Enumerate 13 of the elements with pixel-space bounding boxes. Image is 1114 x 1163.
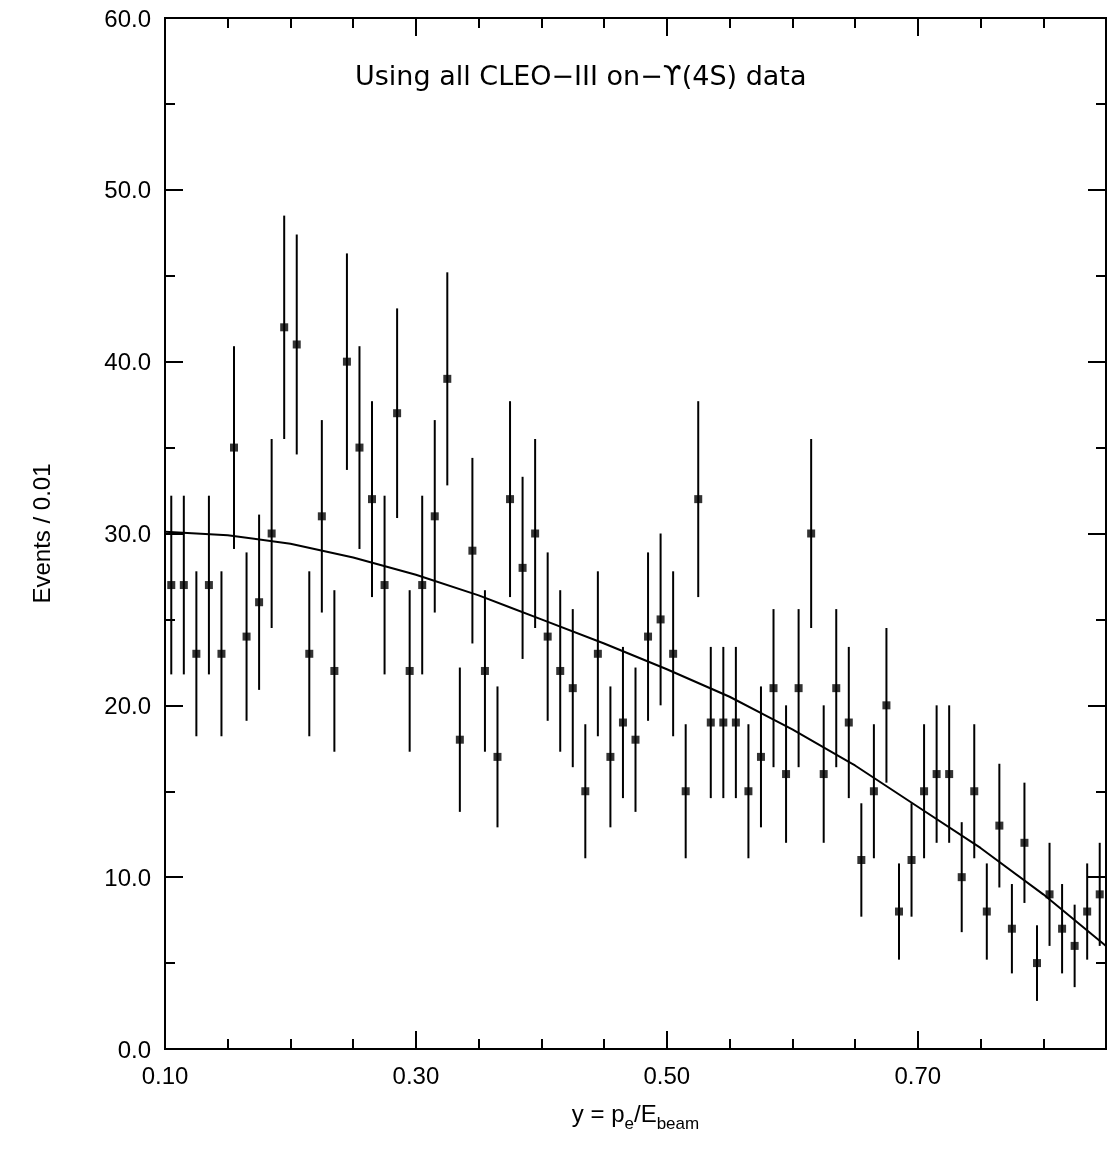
x-tick-label: 0.50: [643, 1061, 691, 1089]
y-tick-label: 20.0: [104, 691, 151, 719]
y-tick-label: 10.0: [104, 863, 151, 891]
x-tick-label: 0.70: [894, 1061, 942, 1089]
y-tick-label: 50.0: [104, 176, 151, 204]
x-tick-label: 0.10: [141, 1061, 189, 1089]
x-tick-label: 0.30: [392, 1061, 440, 1089]
annotation: Using all CLEO−III on−ϒ(4S) data: [355, 60, 807, 91]
y-tick-label: 0.0: [117, 1035, 151, 1063]
y-tick-label: 30.0: [104, 520, 151, 547]
y-tick-label: 40.0: [104, 348, 151, 376]
y-tick-label: 60.0: [104, 4, 151, 32]
y-axis-title: Events / 0.01: [27, 463, 55, 604]
